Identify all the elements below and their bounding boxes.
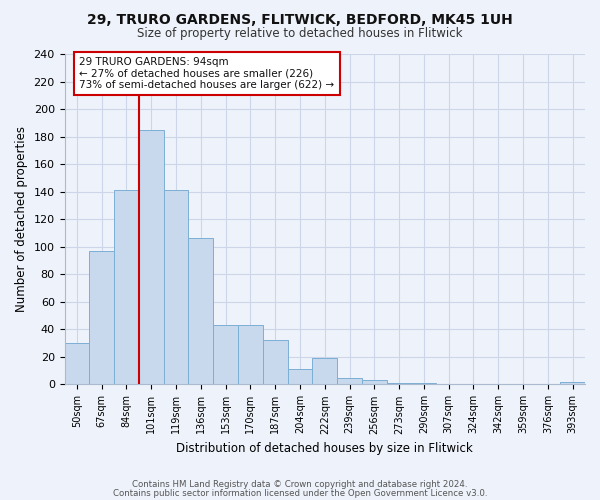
Bar	[114, 190, 139, 384]
X-axis label: Distribution of detached houses by size in Flitwick: Distribution of detached houses by size …	[176, 442, 473, 455]
Bar	[188, 238, 213, 384]
Bar	[387, 383, 412, 384]
Bar	[313, 358, 337, 384]
Bar	[139, 130, 164, 384]
Bar	[263, 340, 287, 384]
Bar	[89, 251, 114, 384]
Bar	[412, 383, 436, 384]
Text: 29, TRURO GARDENS, FLITWICK, BEDFORD, MK45 1UH: 29, TRURO GARDENS, FLITWICK, BEDFORD, MK…	[87, 12, 513, 26]
Text: Contains public sector information licensed under the Open Government Licence v3: Contains public sector information licen…	[113, 488, 487, 498]
Bar	[238, 325, 263, 384]
Text: 29 TRURO GARDENS: 94sqm
← 27% of detached houses are smaller (226)
73% of semi-d: 29 TRURO GARDENS: 94sqm ← 27% of detache…	[79, 57, 335, 90]
Bar	[164, 190, 188, 384]
Bar	[287, 370, 313, 384]
Y-axis label: Number of detached properties: Number of detached properties	[15, 126, 28, 312]
Bar	[337, 378, 362, 384]
Bar	[560, 382, 585, 384]
Text: Contains HM Land Registry data © Crown copyright and database right 2024.: Contains HM Land Registry data © Crown c…	[132, 480, 468, 489]
Text: Size of property relative to detached houses in Flitwick: Size of property relative to detached ho…	[137, 28, 463, 40]
Bar	[65, 343, 89, 384]
Bar	[213, 325, 238, 384]
Bar	[362, 380, 387, 384]
